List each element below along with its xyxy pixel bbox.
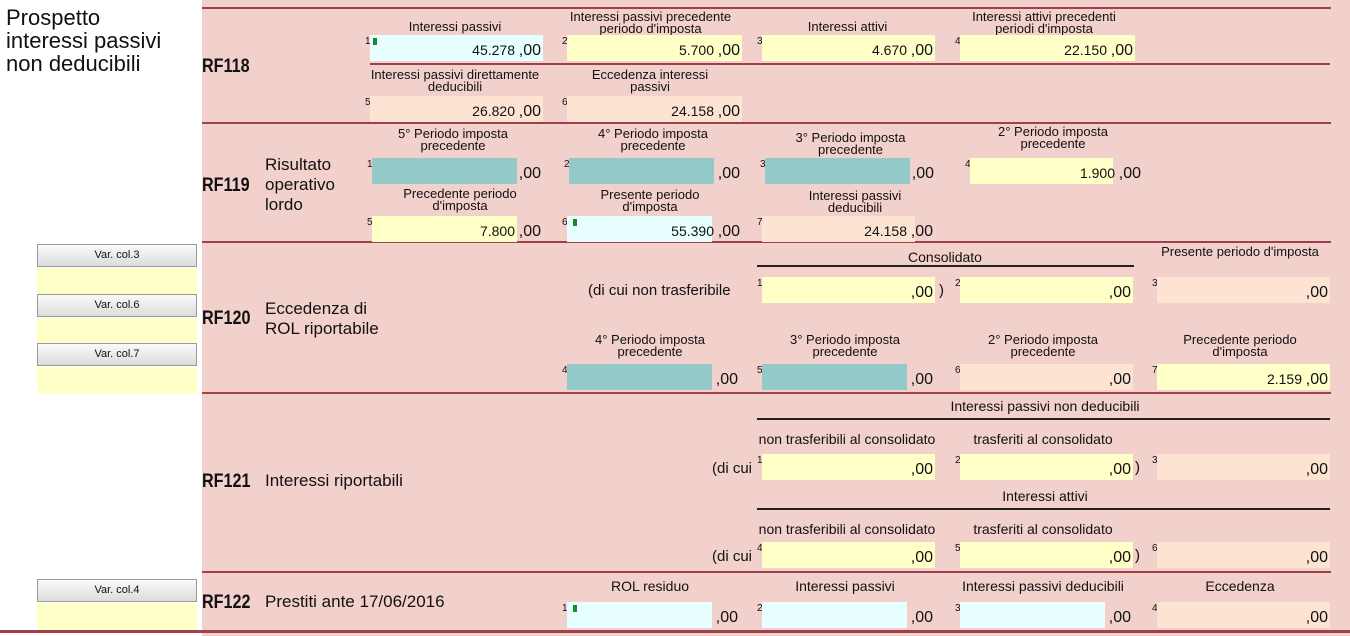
rf120-desc: Eccedenza di ROL riportabile: [265, 299, 379, 338]
rf122-label-4: Eccedenza: [1205, 578, 1275, 594]
bottom-border: [0, 630, 1350, 633]
rf122-field-4[interactable]: 4 ,00: [1152, 602, 1330, 628]
rf118-field-5[interactable]: 5 26.820,00: [365, 96, 543, 122]
rf120-label-7: Precedente periodo d'imposta: [1183, 332, 1297, 359]
var-col4-field[interactable]: [37, 603, 197, 630]
rf122-field-1[interactable]: 1 ,00: [562, 602, 738, 628]
var-col3-button[interactable]: Var. col.3: [37, 244, 197, 267]
rf118-field-6[interactable]: 6 24.158,00: [562, 96, 742, 122]
row-separator: [202, 571, 1331, 573]
rf119-label-2: 4° Periodo imposta precedente: [598, 126, 708, 153]
rf120-field-6[interactable]: 6 ,00: [955, 364, 1133, 390]
rf120-consolidato-label: Consolidato: [908, 249, 982, 265]
rf120-consolidato-line: [757, 265, 1134, 267]
rf119-label-3: 3° Periodo imposta precedente: [795, 130, 906, 157]
rf118-field-1[interactable]: 1 45.278,00: [365, 35, 543, 61]
rf118-label-5: Interessi passivi direttamente deducibil…: [370, 67, 540, 94]
rf121-field-4[interactable]: 4 ,00: [757, 542, 935, 568]
rf118-code: RF118: [202, 56, 250, 77]
rf118-field-2[interactable]: 2 5.700,00: [562, 35, 742, 61]
rf119-field-3[interactable]: 3 ,00: [760, 158, 934, 184]
rf119-field-4[interactable]: 4 1.900,00: [965, 158, 1141, 184]
rf119-field-2[interactable]: 2 ,00: [564, 158, 740, 184]
row-separator: [202, 241, 1331, 243]
rf118-field-4[interactable]: 4 22.150,00: [955, 35, 1135, 61]
rf118-label-6: Eccedenza interessi passivi: [591, 67, 709, 94]
rf121-trasf-label-2: trasferiti al consolidato: [973, 521, 1113, 537]
rf121-di-cui-2: (di cui: [712, 548, 753, 565]
rf120-label-6: 2° Periodo imposta precedente: [988, 332, 1098, 359]
rf121-group1-line: [757, 418, 1330, 420]
rf118-label-2: Interessi passivi precedente periodo d'i…: [569, 9, 732, 36]
rf121-field-5[interactable]: 5 ,00: [955, 542, 1133, 568]
rf122-field-3[interactable]: 3 ,00: [955, 602, 1131, 628]
var-col7-button[interactable]: Var. col.7: [37, 343, 197, 366]
var-col6-button[interactable]: Var. col.6: [37, 294, 197, 317]
rf120-field-1[interactable]: 1 ,00: [757, 277, 935, 303]
rf121-code: RF121: [202, 471, 251, 492]
rf121-field-2[interactable]: 2 ,00: [955, 454, 1133, 480]
rf120-field-7[interactable]: 7 2.159,00: [1152, 364, 1330, 390]
rf120-label-5: 3° Periodo imposta precedente: [790, 332, 900, 359]
rf122-label-3: Interessi passivi deducibili: [962, 578, 1124, 594]
row-separator: [202, 122, 1331, 124]
rf122-label-2: Interessi passivi: [795, 578, 895, 594]
rf120-field-2[interactable]: 2 ,00: [955, 277, 1133, 303]
rf119-field-1[interactable]: 1 ,00: [367, 158, 541, 184]
rf120-code: RF120: [202, 308, 251, 329]
var-col6-field[interactable]: [37, 318, 197, 345]
rf121-group2-line: [757, 508, 1330, 510]
rf118-label-3: Interessi attivi: [807, 19, 888, 34]
rf122-field-2[interactable]: 2 ,00: [757, 602, 933, 628]
rf119-label-7: Interessi passivi deducibili: [808, 188, 902, 215]
var-col4-button[interactable]: Var. col.4: [37, 579, 197, 602]
rf119-field-7[interactable]: 7 24.158,00: [757, 216, 933, 242]
rf119-label-4: 2° Periodo imposta precedente: [998, 124, 1108, 151]
rf121-paren-2: ): [1135, 547, 1140, 564]
rf121-group1-label: Interessi passivi non deducibili: [950, 398, 1140, 414]
rf120-field-5[interactable]: 5 ,00: [757, 364, 933, 390]
rf122-label-1: ROL residuo: [610, 578, 690, 594]
var-col7-field[interactable]: [37, 367, 197, 394]
rf119-desc: Risultato operativo lordo: [265, 155, 335, 214]
rf118-label-1: Interessi passivi: [408, 19, 502, 34]
rf120-field-3[interactable]: 3 ,00: [1152, 277, 1330, 303]
rf119-field-5[interactable]: 5 7.800,00: [367, 216, 541, 242]
rf119-code: RF119: [202, 175, 250, 196]
rf121-desc: Interessi riportabili: [265, 471, 403, 490]
rf121-di-cui-1: (di cui: [712, 460, 753, 477]
rf122-code: RF122: [202, 592, 251, 613]
rf121-non-trasf-label-2: non trasferibili al consolidato: [758, 521, 936, 537]
rf119-label-5: Precedente periodo d'imposta: [403, 186, 517, 213]
rf119-label-6: Presente periodo d'imposta: [600, 187, 700, 214]
row-separator: [202, 7, 1331, 9]
rf118-field-3[interactable]: 3 4.670,00: [757, 35, 935, 61]
rf121-field-6[interactable]: 6 ,00: [1152, 542, 1330, 568]
rf120-paren: ): [939, 282, 944, 299]
rf121-field-3[interactable]: 3 ,00: [1152, 454, 1330, 480]
rf119-field-6[interactable]: 6 55.390,00: [562, 216, 740, 242]
row-separator: [202, 392, 1331, 394]
rf118-label-4: Interessi attivi precedenti periodi d'im…: [972, 9, 1116, 36]
rf121-field-1[interactable]: 1 ,00: [757, 454, 935, 480]
rf121-non-trasf-label-1: non trasferibili al consolidato: [758, 431, 936, 447]
rf121-group2-label: Interessi attivi: [1002, 488, 1088, 504]
rf121-paren-1: ): [1135, 459, 1140, 476]
rf120-field-4[interactable]: 4 ,00: [562, 364, 738, 390]
rf121-trasf-label-1: trasferiti al consolidato: [973, 431, 1113, 447]
rf120-presente-label: Presente periodo d'imposta: [1161, 244, 1319, 259]
rf122-desc: Prestiti ante 17/06/2016: [265, 592, 445, 611]
rf119-label-1: 5° Periodo imposta precedente: [398, 126, 508, 153]
var-col3-field[interactable]: [37, 268, 197, 295]
rf120-label-4: 4° Periodo imposta precedente: [595, 332, 705, 359]
rf120-di-cui-label: (di cui non trasferibile: [588, 282, 731, 299]
rf118-subline: [370, 63, 1330, 65]
page-title: Prospetto interessi passivi non deducibi…: [6, 5, 162, 76]
